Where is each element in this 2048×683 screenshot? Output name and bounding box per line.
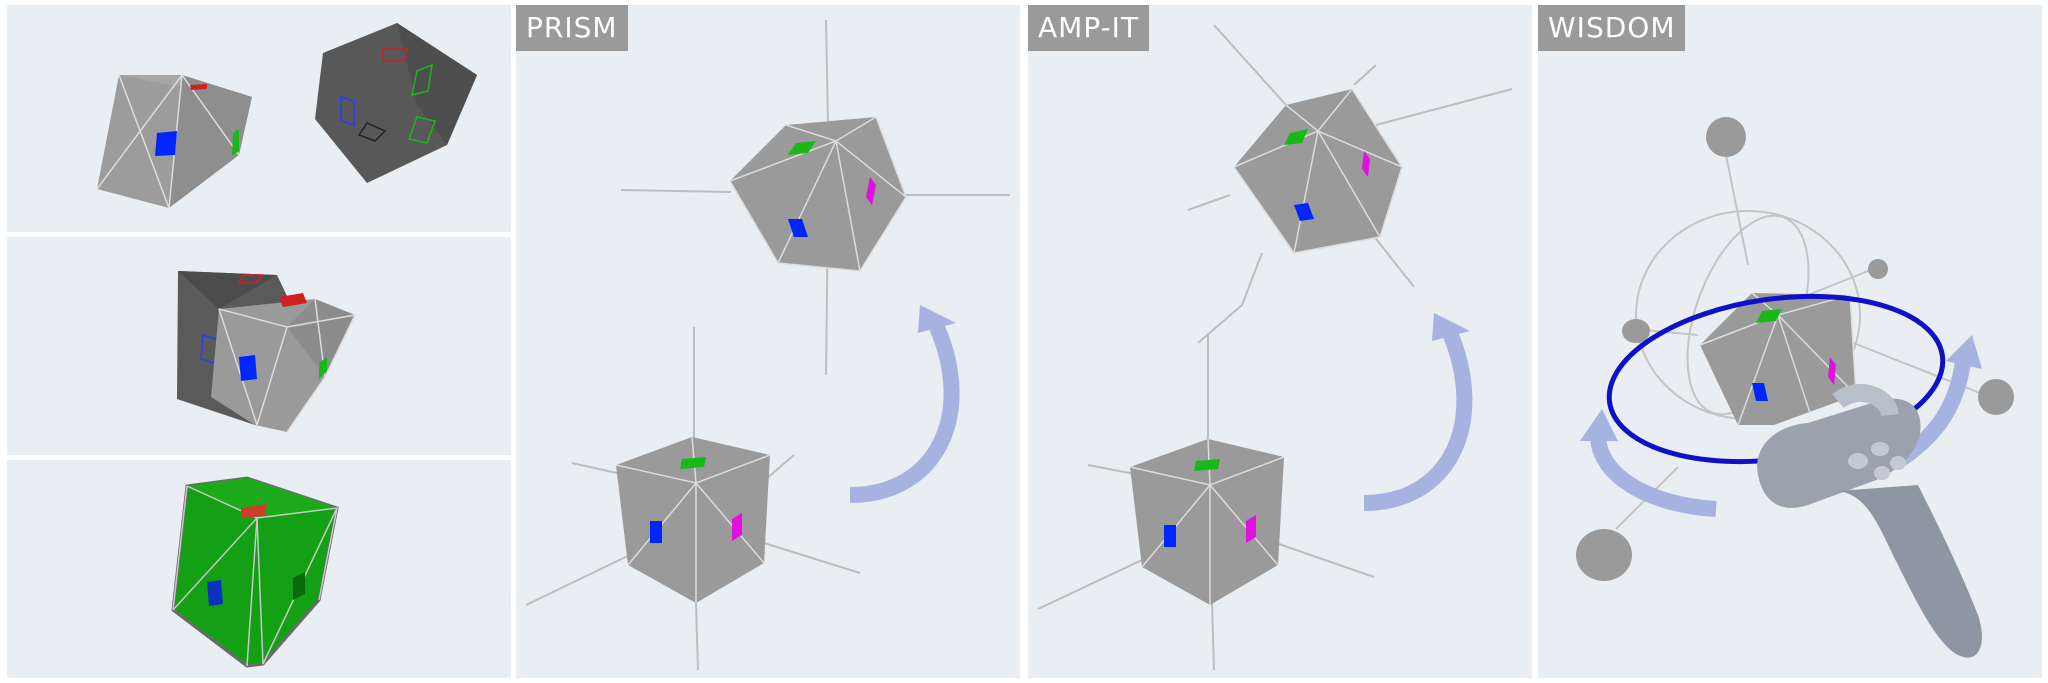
marker-green [788, 141, 816, 155]
marker-green [293, 572, 305, 600]
cube-light [96, 72, 252, 209]
panel-wisdom: WISDOM [1538, 5, 2042, 678]
marker-green [232, 129, 239, 156]
cubes-illustration [96, 23, 477, 209]
label-wisdom: WISDOM [1538, 5, 1686, 51]
cube-green [171, 476, 339, 668]
label-prism: PRISM [516, 5, 628, 51]
rotation-arrow-icon [849, 305, 960, 503]
cubes-illustration [177, 271, 357, 433]
panel-middle-left [7, 237, 511, 455]
amp-it-illustration [1037, 24, 1513, 671]
cube-prism-bottom [615, 436, 771, 603]
marker-red [190, 84, 207, 90]
marker-blue [1752, 383, 1768, 401]
marker-blue [788, 219, 808, 237]
cube-amp-it-bottom [1129, 438, 1285, 605]
cube-amp-it-top [1233, 88, 1404, 255]
marker-green [319, 357, 327, 379]
marker-green [1194, 459, 1220, 471]
rotation-arrow-icon [1363, 313, 1473, 511]
cube-dark [315, 23, 477, 183]
panel-prism: PRISM [516, 5, 1020, 678]
prism-illustration [525, 19, 1010, 671]
vr-controller-icon [1757, 384, 1982, 658]
cubes-illustration [171, 476, 339, 668]
marker-blue [1164, 525, 1176, 547]
marker-magenta [1828, 357, 1836, 385]
axes-top [1187, 24, 1513, 344]
marker-blue [650, 521, 662, 543]
marker-blue [155, 131, 177, 156]
cube-light-overlap [211, 293, 357, 433]
marker-magenta [1246, 515, 1256, 543]
marker-green [680, 457, 706, 469]
gimbal-handles [1576, 117, 2014, 581]
panel-amp-it: AMP-IT [1028, 5, 1532, 678]
marker-blue [207, 580, 223, 606]
label-amp-it: AMP-IT [1028, 5, 1150, 51]
cube-wisdom [1699, 292, 1857, 426]
panel-bottom-left [7, 460, 511, 678]
marker-magenta [866, 177, 876, 205]
marker-magenta [1362, 151, 1370, 177]
panel-top-left [7, 5, 511, 232]
marker-magenta [732, 513, 742, 541]
marker-blue [1294, 203, 1314, 221]
cube-prism-top [729, 116, 908, 272]
marker-green [1284, 129, 1308, 145]
marker-green [1756, 309, 1782, 323]
wisdom-illustration [1576, 117, 2014, 658]
marker-blue [239, 355, 257, 381]
marker-red [241, 504, 267, 518]
marker-red [279, 293, 307, 307]
